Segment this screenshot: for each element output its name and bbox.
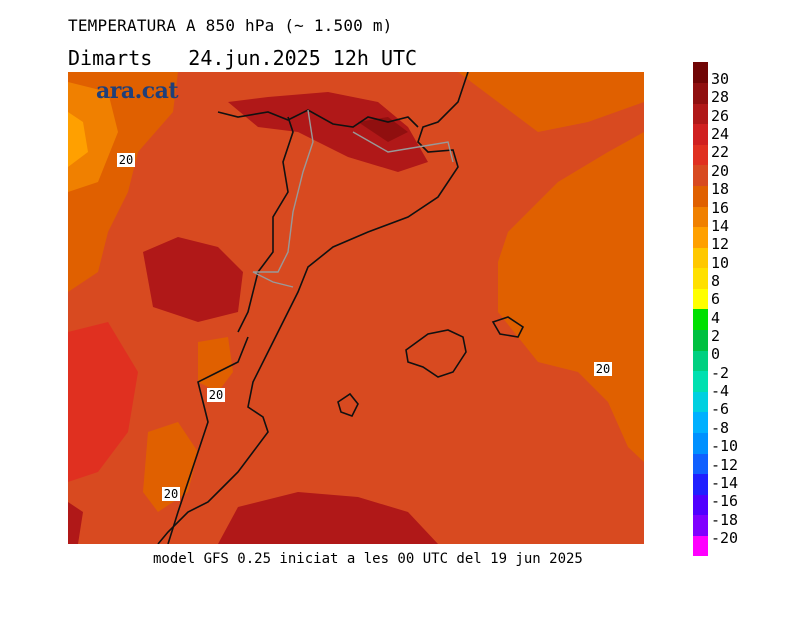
colorbar-segment bbox=[693, 185, 708, 207]
colorbar-tick-label: -14 bbox=[711, 473, 739, 492]
colorbar-segment bbox=[693, 432, 708, 454]
field-26-north bbox=[228, 92, 428, 172]
field-24-interior bbox=[143, 237, 243, 322]
colorbar-tick-label: -18 bbox=[711, 510, 739, 529]
field-24-south bbox=[218, 492, 438, 544]
isotherm-label-4: 20 bbox=[594, 362, 612, 376]
model-info: model GFS 0.25 iniciat a les 00 UTC del … bbox=[153, 551, 583, 567]
colorbar-tick-label: -4 bbox=[711, 382, 730, 401]
island-menorca bbox=[491, 316, 525, 338]
colorbar-tick-label: 16 bbox=[711, 198, 730, 217]
colorbar-segment bbox=[693, 494, 708, 516]
colorbar-tick-label: 4 bbox=[711, 308, 721, 327]
colorbar-tick-label: 6 bbox=[711, 290, 721, 309]
colorbar-tick-label: -8 bbox=[711, 418, 730, 437]
field-18-southwest bbox=[143, 422, 198, 512]
colorbar-tick-label: 8 bbox=[711, 271, 721, 290]
colorbar-tick-label: -16 bbox=[711, 492, 739, 511]
colorbar-segment bbox=[693, 164, 708, 186]
weekday: Dimarts bbox=[68, 46, 153, 70]
coastlines bbox=[157, 72, 469, 544]
island-ibiza bbox=[337, 392, 359, 417]
field-18-east-lower bbox=[608, 392, 644, 462]
island-mallorca bbox=[405, 329, 467, 378]
field-28-north bbox=[358, 117, 408, 142]
map-canvas: 20 20 20 20 bbox=[68, 72, 644, 544]
temperature-map: 20 20 20 20 bbox=[68, 72, 644, 544]
colorbar-segment bbox=[693, 226, 708, 248]
isotherm-label-3: 20 bbox=[162, 487, 180, 501]
colorbar-segment bbox=[693, 391, 708, 413]
colorbar-tick-label: 20 bbox=[711, 161, 730, 180]
colorbar-tick-label: 0 bbox=[711, 345, 721, 364]
svg-text:20: 20 bbox=[164, 487, 178, 501]
colorbar-segment bbox=[693, 144, 708, 166]
colorbar-segment bbox=[693, 329, 708, 351]
colorbar-segment bbox=[693, 370, 708, 392]
colorbar-segment bbox=[693, 309, 708, 331]
colorbar-segment bbox=[693, 411, 708, 433]
field-24-southwest-edge bbox=[68, 502, 83, 544]
colorbar-segment bbox=[693, 267, 708, 289]
temperature-colorbar bbox=[693, 62, 708, 557]
field-14-west bbox=[68, 112, 88, 167]
svg-text:20: 20 bbox=[209, 388, 223, 402]
colorbar-labels: 30 28 26 24 22 20 18 16 14 12 10 8 6 4 2 0 -2 -4 -6 -8 -10 -1… bbox=[711, 62, 771, 556]
colorbar-tick-label: 12 bbox=[711, 235, 730, 254]
field-18-east bbox=[498, 132, 644, 462]
colorbar-segment bbox=[693, 82, 708, 104]
colorbar-segment bbox=[693, 350, 708, 372]
araCat-logo: ara.cat bbox=[96, 78, 179, 104]
colorbar-segment bbox=[693, 206, 708, 228]
field-18-northeast bbox=[458, 72, 644, 132]
colorbar-tick-label: 18 bbox=[711, 180, 730, 199]
field-20-southwest bbox=[68, 322, 138, 482]
colorbar-tick-label: 26 bbox=[711, 106, 730, 125]
colorbar-segment bbox=[693, 247, 708, 269]
colorbar-segment bbox=[693, 123, 708, 145]
isotherm-label-1: 20 bbox=[117, 153, 135, 167]
colorbar-tick-label: 22 bbox=[711, 143, 730, 162]
field-16-west bbox=[68, 82, 118, 192]
regional-borders bbox=[252, 109, 454, 288]
colorbar-tick-label: -6 bbox=[711, 400, 730, 419]
colorbar-segment bbox=[693, 62, 708, 84]
colorbar-tick-label: 14 bbox=[711, 216, 730, 235]
chart-subtitle: Dimarts 24.jun.2025 12h UTC bbox=[68, 46, 417, 70]
isotherm-label-2: 20 bbox=[207, 388, 225, 402]
colorbar-tick-label: 28 bbox=[711, 88, 730, 107]
colorbar-tick-label: 2 bbox=[711, 327, 721, 346]
colorbar-segment bbox=[693, 288, 708, 310]
colorbar-segment bbox=[693, 473, 708, 495]
chart-title: TEMPERATURA A 850 hPa (~ 1.500 m) bbox=[68, 16, 393, 35]
colorbar-segment bbox=[693, 103, 708, 125]
colorbar-tick-label: 24 bbox=[711, 125, 730, 144]
colorbar-tick-label: -2 bbox=[711, 363, 730, 382]
svg-text:20: 20 bbox=[596, 362, 610, 376]
forecast-datetime: 24.jun.2025 12h UTC bbox=[188, 46, 418, 70]
colorbar-segment bbox=[693, 453, 708, 475]
colorbar-tick-label: 10 bbox=[711, 253, 730, 272]
svg-text:20: 20 bbox=[119, 153, 133, 167]
colorbar-tick-label: -10 bbox=[711, 437, 739, 456]
colorbar-segment bbox=[693, 535, 708, 557]
colorbar-tick-label: -12 bbox=[711, 455, 739, 474]
colorbar-tick-label: 30 bbox=[711, 70, 730, 88]
colorbar-tick-label: -20 bbox=[711, 529, 739, 547]
colorbar-segment bbox=[693, 514, 708, 536]
